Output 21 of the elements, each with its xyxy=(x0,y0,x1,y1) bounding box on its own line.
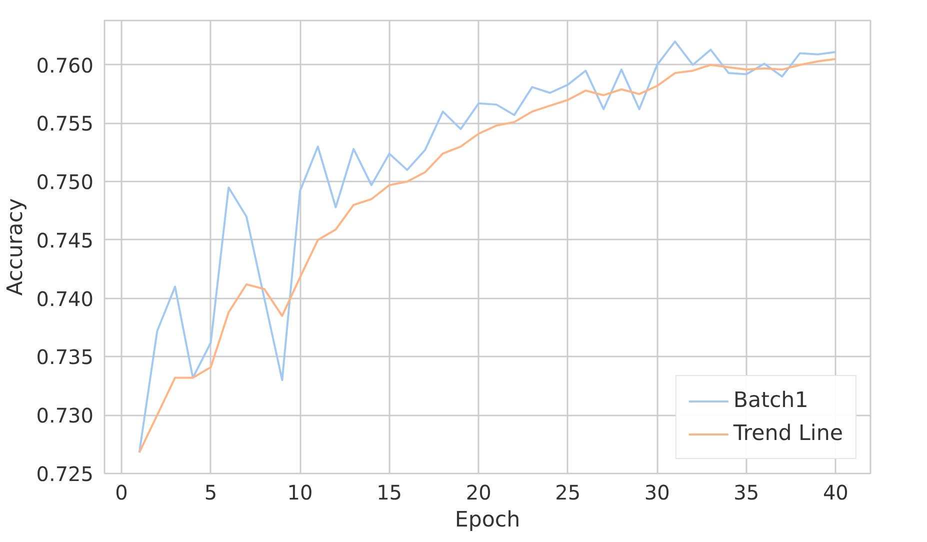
y-tick-label: 0.755 xyxy=(36,112,94,136)
x-tick-label: 5 xyxy=(204,480,218,504)
legend-label: Batch1 xyxy=(733,388,808,413)
x-tick-label: 35 xyxy=(734,480,760,504)
x-tick-label: 0 xyxy=(115,480,128,504)
y-tick-label: 0.725 xyxy=(36,462,94,486)
legend-label: Trend Line xyxy=(733,421,843,446)
x-tick-label: 15 xyxy=(376,480,402,504)
y-tick-label: 0.735 xyxy=(36,345,94,370)
y-tick-label: 0.730 xyxy=(36,404,94,428)
y-tick-label: 0.760 xyxy=(36,53,94,78)
y-tick-label: 0.740 xyxy=(36,286,94,311)
x-tick-label: 30 xyxy=(644,480,670,504)
y-axis-title: Accuracy xyxy=(3,198,28,296)
x-tick-label: 40 xyxy=(822,480,848,504)
x-tick-label: 10 xyxy=(287,480,313,504)
y-tick-label: 0.745 xyxy=(36,228,94,252)
x-axis-title: Epoch xyxy=(454,508,520,532)
y-tick-label: 0.750 xyxy=(36,170,94,194)
x-tick-label: 25 xyxy=(555,480,581,504)
x-tick-label: 20 xyxy=(466,480,492,504)
